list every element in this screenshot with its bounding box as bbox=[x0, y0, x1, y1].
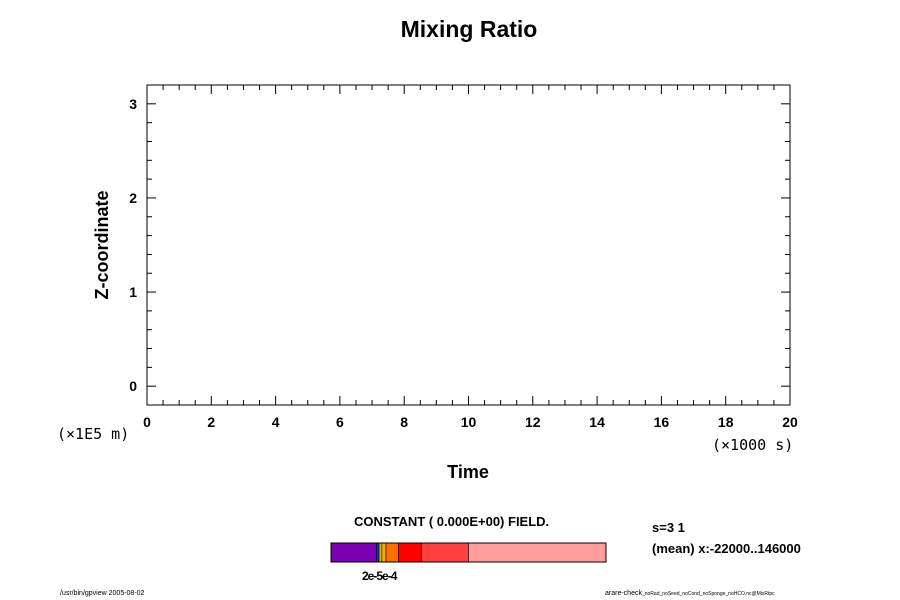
x-tick-label: 16 bbox=[654, 414, 670, 430]
x-axis-title: Time bbox=[447, 462, 489, 482]
colorbar-segment bbox=[468, 542, 607, 563]
colorbar-segment bbox=[421, 542, 469, 563]
footer-right: arare-check_noRad_noSeed_noCond_noSponge… bbox=[605, 590, 775, 597]
colorbar-segment bbox=[376, 542, 380, 563]
colorbar-segment bbox=[385, 542, 399, 563]
constant-field-note: CONSTANT ( 0.000E+00) FIELD. bbox=[354, 514, 550, 529]
x-tick-label: 20 bbox=[782, 414, 798, 430]
footer-right-small: _noRad_noSeed_noCond_noSponge_noHCO.nc@M… bbox=[641, 591, 775, 597]
x-tick-label: 2 bbox=[207, 414, 215, 430]
y-tick-label: 3 bbox=[129, 96, 137, 112]
colorbar-segment bbox=[381, 542, 387, 563]
y-unit-label: (×1E5 m) bbox=[57, 425, 129, 443]
y-axis-tick-labels: 0 1 2 3 bbox=[129, 96, 137, 394]
x-tick-label: 8 bbox=[400, 414, 408, 430]
x-tick-label: 0 bbox=[143, 414, 151, 430]
footer-left: /usr/bin/gpview 2005-08-02 bbox=[60, 590, 145, 597]
info-line-2: (mean) x:-22000..146000 bbox=[652, 541, 801, 556]
y-axis-title: Z-coordinate bbox=[92, 190, 112, 299]
x-unit-label: (×1000 s) bbox=[712, 436, 793, 454]
colorbar-segment bbox=[378, 542, 383, 563]
colorbar bbox=[330, 542, 607, 563]
x-tick-label: 4 bbox=[272, 414, 280, 430]
footer-right-main: arare-check bbox=[605, 590, 642, 597]
y-tick-label: 1 bbox=[129, 284, 137, 300]
x-tick-label: 14 bbox=[589, 414, 605, 430]
x-tick-label: 18 bbox=[718, 414, 734, 430]
plot-frame bbox=[146, 84, 791, 406]
y-tick-label: 0 bbox=[129, 378, 137, 394]
colorbar-frame bbox=[330, 542, 607, 563]
chart-title: Mixing Ratio bbox=[400, 16, 538, 42]
y-axis-ticks bbox=[147, 84, 790, 406]
colorbar-segment bbox=[330, 542, 377, 563]
colorbar-label: 2e-5e-4 bbox=[362, 569, 397, 583]
y-tick-label: 2 bbox=[129, 190, 137, 206]
info-line-1: s=3 1 bbox=[652, 520, 685, 535]
x-axis-ticks bbox=[146, 85, 791, 405]
colorbar-segment bbox=[398, 542, 423, 563]
x-tick-label: 12 bbox=[525, 414, 541, 430]
x-tick-label: 6 bbox=[336, 414, 344, 430]
x-tick-label: 10 bbox=[461, 414, 477, 430]
x-axis-tick-labels: 0 2 4 6 8 10 12 14 16 18 20 bbox=[143, 414, 798, 430]
